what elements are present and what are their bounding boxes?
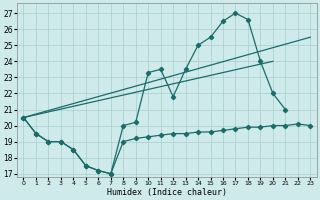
X-axis label: Humidex (Indice chaleur): Humidex (Indice chaleur) <box>107 188 227 197</box>
